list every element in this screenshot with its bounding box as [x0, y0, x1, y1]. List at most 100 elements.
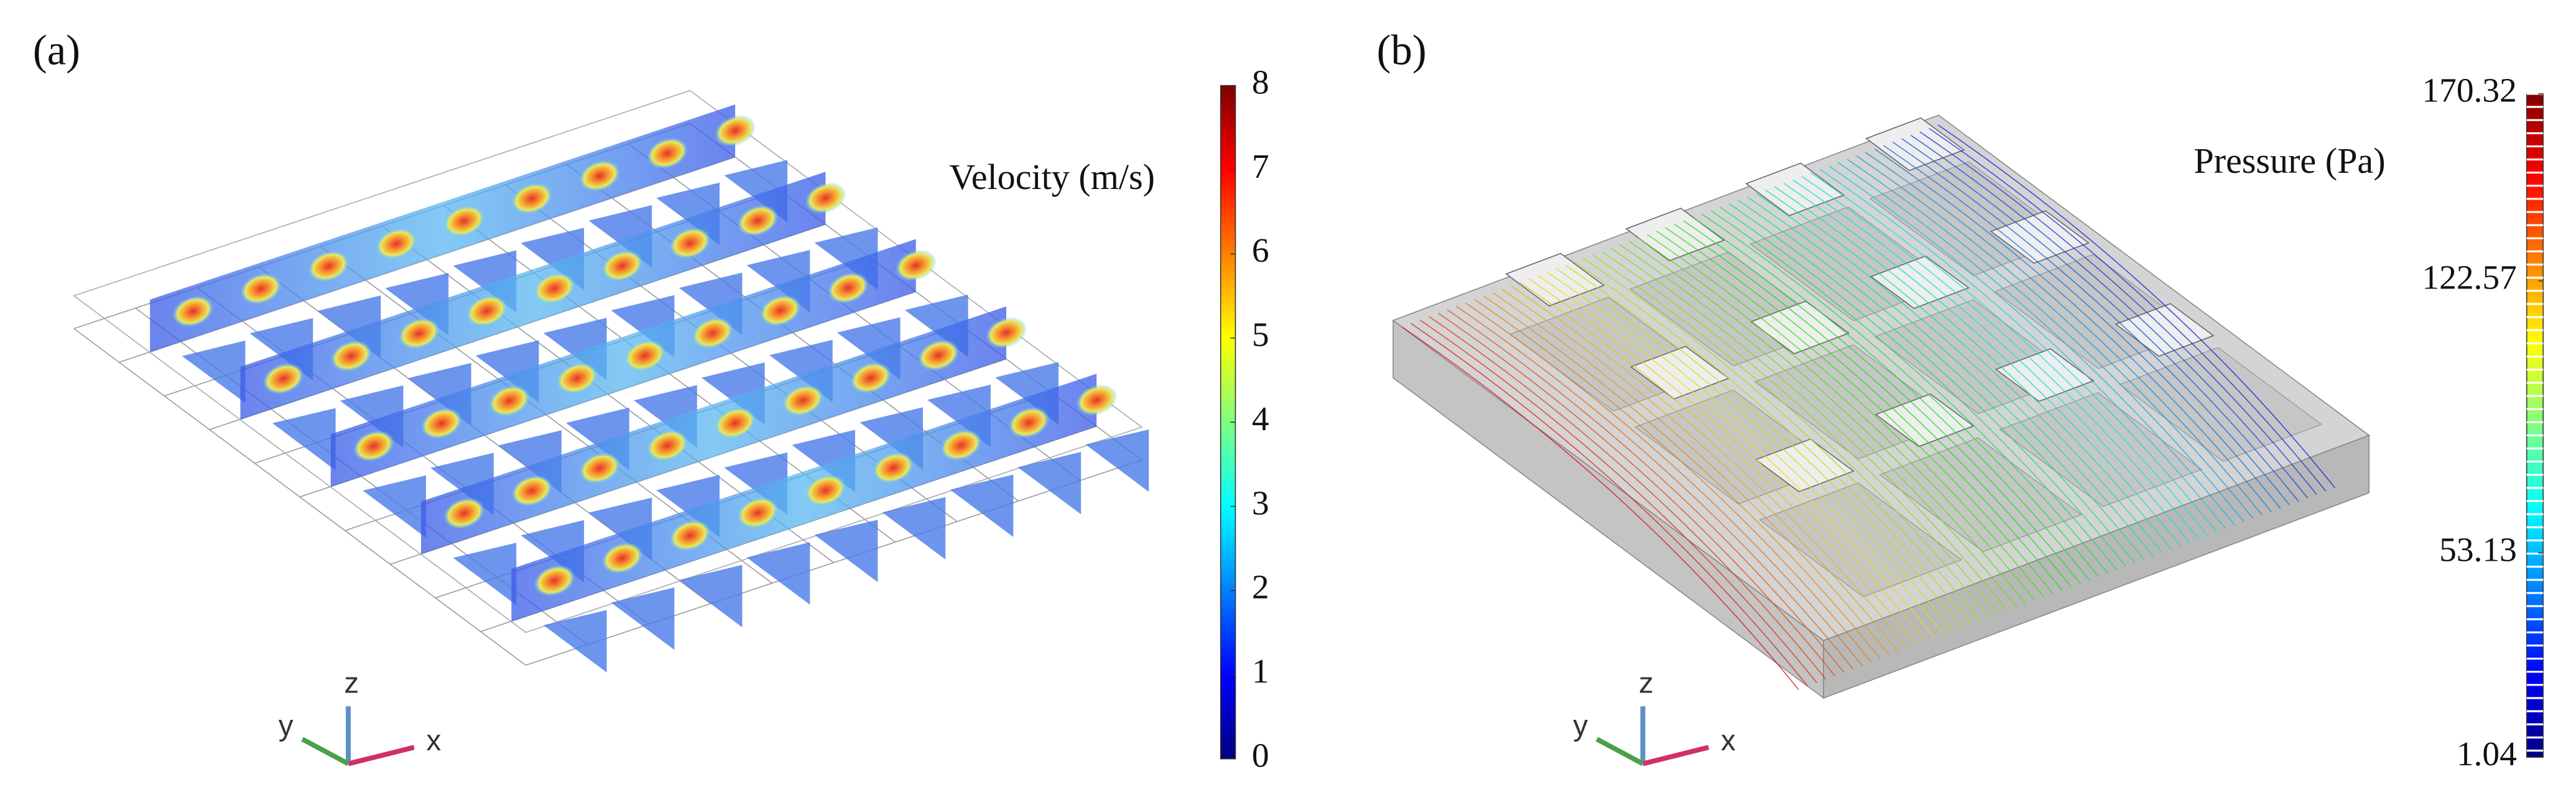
outlet — [2115, 303, 2215, 357]
velocity-core — [850, 362, 892, 394]
velocity-core — [1008, 407, 1050, 439]
contour-line — [1638, 237, 2036, 601]
velocity-core — [692, 317, 734, 349]
velocity-core — [172, 295, 214, 328]
contour-line — [1665, 227, 2063, 591]
plate — [1879, 437, 2082, 553]
flow-slice — [453, 543, 517, 605]
outlet — [1990, 210, 2090, 264]
axis-label: x — [1721, 724, 1736, 757]
contour-line — [1465, 302, 1863, 666]
velocity-core — [737, 205, 779, 237]
colorbar-tick-label: 2 — [1252, 568, 1269, 606]
contour-line — [1846, 159, 2245, 523]
velocity-core — [873, 452, 914, 484]
contour-line — [1483, 295, 1881, 660]
contour-line — [1738, 200, 2136, 564]
contour-line — [1628, 241, 2027, 605]
velocity-core — [714, 407, 756, 439]
contour-line — [1674, 223, 2072, 587]
velocity-core — [330, 340, 372, 372]
outlet — [1995, 348, 2095, 402]
contour-line — [1474, 299, 1872, 663]
velocity-render — [73, 90, 1149, 673]
axis-label: y — [1573, 709, 1588, 742]
contour-line — [1610, 247, 2008, 612]
velocity-core — [782, 384, 824, 416]
contour-line — [1774, 186, 2172, 550]
contour-line — [1601, 251, 1999, 615]
flow-slice — [814, 520, 878, 582]
contour-line — [1519, 282, 1917, 646]
flow-slice — [950, 474, 1014, 537]
velocity-core — [737, 497, 779, 529]
axis-x — [1642, 745, 1710, 766]
flow-slice — [543, 610, 607, 673]
contour-line — [1401, 326, 1799, 690]
velocity-core — [534, 564, 575, 597]
colorbar-tick-label: 6 — [1252, 231, 1269, 269]
colorbar-tick-label: 8 — [1252, 63, 1269, 101]
panel-label: (a) — [33, 26, 80, 73]
contour-line — [1765, 189, 2163, 553]
contour-line — [1801, 175, 2199, 540]
colorbar — [2526, 93, 2544, 758]
velocity-core — [511, 183, 553, 214]
contour-line — [1555, 268, 1954, 632]
contour-line — [1583, 258, 1981, 622]
contour-line — [1838, 162, 2236, 526]
contour-line — [1874, 148, 2272, 512]
colorbar-tick-label: 1.04 — [2457, 735, 2517, 773]
wireframe — [73, 90, 1143, 633]
contour-line — [1937, 124, 2336, 489]
velocity-core — [985, 316, 1027, 349]
velocity-core — [308, 251, 350, 282]
contour-line — [1692, 216, 2090, 581]
contour-line — [1592, 254, 1990, 619]
contour-line — [1456, 306, 1854, 669]
contour-line — [1883, 145, 2281, 509]
velocity-core — [759, 295, 802, 326]
velocity-core — [1075, 384, 1118, 416]
contour-line — [1865, 152, 2263, 516]
velocity-core — [488, 385, 530, 417]
velocity-core — [895, 249, 937, 282]
axis-label: z — [1639, 666, 1654, 699]
colorbar-tick-label: 122.57 — [2422, 259, 2517, 297]
contour-line — [1537, 275, 1935, 639]
velocity-core — [714, 115, 756, 147]
velocity-core — [511, 475, 553, 507]
colorbar-tick-label: 1 — [1252, 652, 1269, 690]
velocity-core — [601, 542, 643, 574]
contour-line — [1429, 316, 1827, 680]
contour-line — [1710, 209, 2108, 574]
colorbar-tick-label: 53.13 — [2439, 530, 2517, 568]
axis-label: x — [426, 724, 441, 757]
contour-line — [1856, 155, 2254, 519]
velocity-core — [805, 182, 846, 214]
panel-label: (b) — [1377, 26, 1427, 73]
contour-line — [1510, 285, 1909, 649]
velocity-core — [578, 452, 621, 484]
velocity-core — [624, 339, 666, 372]
velocity-core — [646, 137, 688, 169]
contour-line — [1792, 179, 2190, 543]
velocity-core — [601, 250, 643, 282]
flow-slice — [272, 408, 336, 471]
velocity-core — [398, 318, 440, 349]
contour-line — [1492, 292, 1890, 656]
contour-line — [1819, 168, 2217, 533]
flow-slice — [1085, 429, 1149, 492]
outlet — [1869, 255, 1970, 310]
flow-slice — [746, 542, 810, 605]
flow-slice — [679, 564, 743, 628]
wireframe — [526, 459, 1142, 666]
contour-line — [1919, 131, 2317, 495]
axis-y — [1595, 737, 1644, 766]
colorbar-tick-label: 0 — [1252, 736, 1269, 774]
contour-line — [1619, 244, 2018, 608]
velocity-core — [917, 339, 960, 371]
velocity-core — [420, 407, 463, 439]
velocity-core — [578, 160, 621, 192]
colorbar-tick-label: 170.32 — [2422, 71, 2517, 109]
